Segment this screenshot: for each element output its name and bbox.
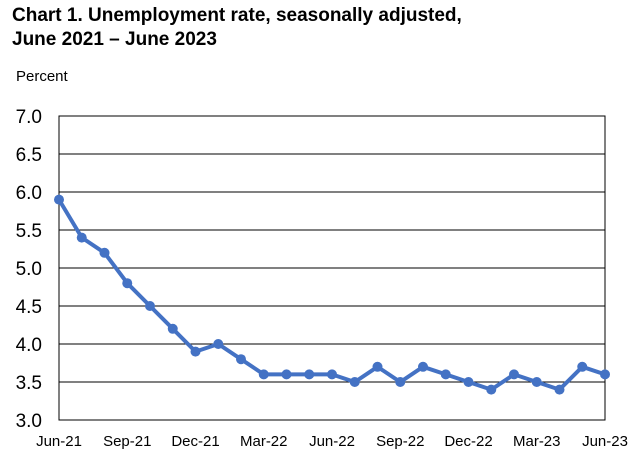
plot-frame (58, 115, 606, 421)
data-point (167, 323, 178, 334)
data-point (76, 232, 87, 243)
x-tick-label: Sep-22 (376, 433, 424, 450)
data-point (281, 369, 292, 380)
y-tick-label: 6.0 (16, 183, 42, 204)
data-point (509, 369, 519, 380)
y-tick-label: 4.5 (16, 297, 42, 318)
y-tick-label: 5.0 (16, 259, 42, 280)
data-point (145, 301, 155, 311)
x-tick-label: Sep-21 (103, 433, 151, 450)
data-point (531, 377, 542, 387)
x-tick-label: Mar-23 (513, 433, 561, 450)
data-point (258, 369, 269, 380)
y-tick-label: 3.0 (16, 411, 42, 432)
chart-title: Chart 1. Unemployment rate, seasonally a… (12, 5, 462, 50)
data-point (213, 339, 224, 349)
series-line (57, 197, 607, 392)
x-tick-label: Jun-21 (36, 433, 82, 450)
data-point (54, 194, 64, 205)
data-point (486, 384, 497, 395)
data-point (418, 361, 428, 372)
data-point (554, 384, 565, 395)
data-point (440, 369, 451, 380)
data-point (190, 346, 201, 357)
data-point (395, 377, 406, 387)
data-point (122, 278, 133, 289)
y-tick-label: 5.5 (16, 221, 42, 242)
data-point (372, 361, 383, 372)
data-point (327, 369, 337, 380)
y-tick-label: 7.0 (16, 107, 42, 128)
y-tick-label: 4.0 (16, 335, 42, 356)
data-point (600, 369, 610, 380)
data-point (577, 361, 588, 372)
data-point (236, 354, 246, 365)
x-tick-label: Dec-22 (444, 433, 492, 450)
x-tick-label: Dec-21 (171, 433, 219, 450)
data-point (349, 377, 360, 387)
data-point (304, 369, 315, 380)
y-tick-label: 6.5 (16, 145, 42, 166)
x-tick-label: Jun-22 (309, 433, 355, 450)
data-point (99, 247, 110, 258)
x-tick-label: Jun-23 (582, 433, 628, 450)
data-point (463, 377, 474, 387)
y-tick-label: 3.5 (16, 373, 42, 394)
x-tick-label: Mar-22 (240, 433, 288, 450)
y-axis-unit-label: Percent (16, 68, 68, 85)
